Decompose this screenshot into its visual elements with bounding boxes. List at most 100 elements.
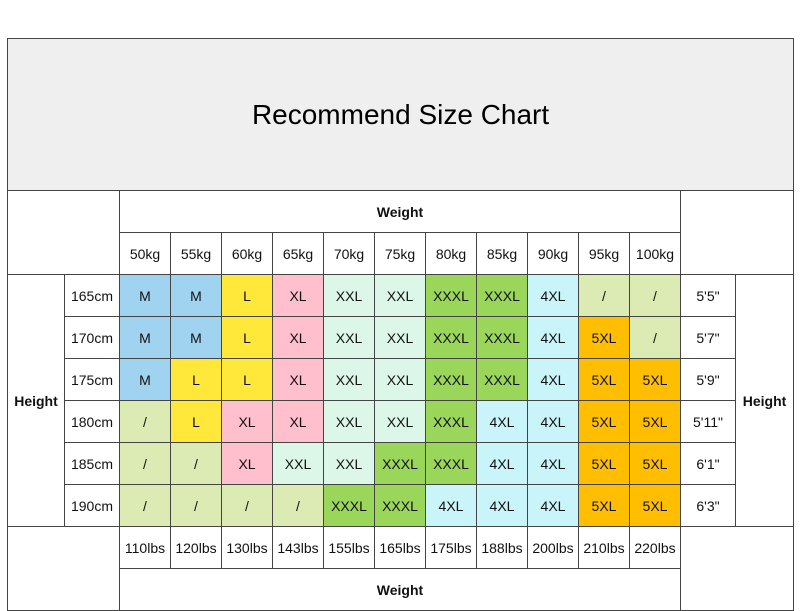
size-cell: XL	[272, 316, 324, 359]
table-row: 175cm M L L XL XXL XXL XXXL XXXL 4XL 5XL 5XL 5'9"	[8, 358, 794, 401]
size-chart-table: Recommend Size Chart Weight 50kg 55kg 60kg…	[6, 38, 795, 611]
size-cell: /	[170, 484, 222, 527]
height-ft: 5'9"	[680, 358, 736, 401]
size-cell: XL	[272, 400, 324, 443]
height-cm: 170cm	[64, 316, 120, 359]
size-cell: XXXL	[476, 274, 528, 317]
size-cell: 4XL	[527, 400, 579, 443]
size-cell: /	[119, 442, 171, 485]
weight-header-top: Weight	[119, 190, 681, 233]
size-cell: 5XL	[578, 358, 630, 401]
size-cell: L	[170, 358, 222, 401]
size-cell: XXL	[374, 316, 426, 359]
height-ft: 5'5"	[680, 274, 736, 317]
corner-bottom-left	[7, 526, 120, 611]
size-cell: XXXL	[425, 274, 477, 317]
size-cell: /	[629, 274, 681, 317]
size-cell: 4XL	[476, 484, 528, 527]
weight-kg-header: 80kg	[425, 232, 477, 275]
height-ft: 6'3"	[680, 484, 736, 527]
size-cell: L	[221, 358, 273, 401]
weight-kg-header: 65kg	[272, 232, 324, 275]
size-cell: 4XL	[527, 316, 579, 359]
size-cell: M	[119, 358, 171, 401]
weight-kg-header: 60kg	[221, 232, 273, 275]
size-cell: XXL	[323, 442, 375, 485]
size-cell: 4XL	[527, 358, 579, 401]
size-cell: 5XL	[578, 484, 630, 527]
weight-lbs-header: 130lbs	[221, 526, 273, 569]
size-cell: /	[272, 484, 324, 527]
size-cell: 4XL	[527, 274, 579, 317]
size-cell: XXL	[323, 358, 375, 401]
weight-lbs-header: 165lbs	[374, 526, 426, 569]
size-cell: M	[170, 274, 222, 317]
size-cell: L	[221, 274, 273, 317]
weight-kg-header: 90kg	[527, 232, 579, 275]
weight-lbs-header: 210lbs	[578, 526, 630, 569]
weight-kg-header: 50kg	[119, 232, 171, 275]
size-cell: XXXL	[374, 484, 426, 527]
weight-kg-header: 95kg	[578, 232, 630, 275]
size-cell: 5XL	[629, 442, 681, 485]
size-cell: 4XL	[527, 442, 579, 485]
size-cell: /	[119, 400, 171, 443]
size-cell: XL	[221, 400, 273, 443]
height-label-right: Height	[734, 274, 795, 527]
weight-footer-row: Weight	[8, 568, 794, 611]
size-cell: /	[170, 442, 222, 485]
height-cm: 175cm	[64, 358, 120, 401]
size-cell: XL	[221, 442, 273, 485]
size-cell: 5XL	[629, 400, 681, 443]
weight-lbs-header: 110lbs	[119, 526, 171, 569]
size-cell: 5XL	[629, 358, 681, 401]
height-label-left: Height	[7, 274, 65, 527]
height-ft: 5'11"	[680, 400, 736, 443]
size-cell: XXXL	[425, 316, 477, 359]
lbs-row: 110lbs 120lbs 130lbs 143lbs 155lbs 165lbs 175l…	[7, 526, 795, 611]
weight-lbs-header: 175lbs	[425, 526, 477, 569]
size-cell: XXXL	[476, 358, 528, 401]
size-cell: 4XL	[425, 484, 477, 527]
weight-lbs-header: 200lbs	[527, 526, 579, 569]
size-cell: 4XL	[476, 400, 528, 443]
size-cell: XXL	[323, 316, 375, 359]
height-cm: 185cm	[64, 442, 120, 485]
size-cell: /	[578, 274, 630, 317]
weight-kg-header: 75kg	[374, 232, 426, 275]
size-cell: /	[119, 484, 171, 527]
weight-lbs-header: 220lbs	[629, 526, 681, 569]
size-cell: M	[119, 316, 171, 359]
size-cell: 5XL	[578, 316, 630, 359]
size-cell: XXL	[323, 400, 375, 443]
size-cell: L	[221, 316, 273, 359]
height-cm: 165cm	[64, 274, 120, 317]
size-cell: /	[629, 316, 681, 359]
size-cell: 5XL	[629, 484, 681, 527]
weight-kg-header: 100kg	[629, 232, 681, 275]
size-cell: XXXL	[425, 442, 477, 485]
weight-kg-header: 55kg	[170, 232, 222, 275]
height-ft: 5'7"	[680, 316, 736, 359]
corner-top-left	[7, 190, 120, 275]
weight-kg-header: 70kg	[323, 232, 375, 275]
height-cm: 180cm	[64, 400, 120, 443]
size-cell: M	[170, 316, 222, 359]
size-cell: M	[119, 274, 171, 317]
size-cell: XXXL	[374, 442, 426, 485]
size-cell: XXL	[272, 442, 324, 485]
size-cell: XXL	[323, 274, 375, 317]
height-ft: 6'1"	[680, 442, 736, 485]
chart-title: Recommend Size Chart	[6, 38, 795, 191]
height-cm: 190cm	[64, 484, 120, 527]
size-cell: XXL	[374, 274, 426, 317]
size-cell: XL	[272, 274, 324, 317]
weight-lbs-header: 155lbs	[323, 526, 375, 569]
size-cell: L	[170, 400, 222, 443]
weight-kg-header: 85kg	[476, 232, 528, 275]
weight-lbs-header: 143lbs	[272, 526, 324, 569]
table-row: 180cm / L XL XL XXL XXL XXXL 4XL 4XL 5XL 5XL 5'11"	[8, 400, 794, 443]
size-cell: XXXL	[476, 316, 528, 359]
size-cell: XXL	[374, 358, 426, 401]
size-cell: XXXL	[323, 484, 375, 527]
